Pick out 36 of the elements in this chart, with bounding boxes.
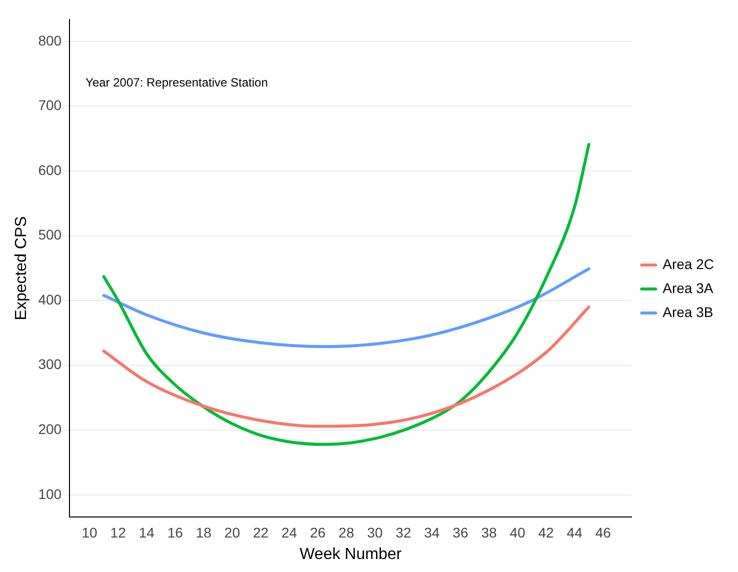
y-tick-label: 400 [38, 291, 62, 308]
x-tick-label: 22 [252, 524, 269, 540]
y-tick-label: 800 [38, 32, 62, 48]
x-tick-label: 14 [138, 524, 155, 540]
x-tick-label: 24 [281, 524, 298, 540]
legend-label: Area 3A [662, 280, 714, 296]
line-series [102, 306, 590, 428]
x-tick-label: 42 [538, 524, 554, 540]
legend-label: Area 2C [662, 256, 714, 272]
x-tick-label: 34 [424, 524, 440, 540]
annotation: Year 2007: Representative Station [86, 76, 268, 90]
x-tick-label: 46 [595, 524, 612, 540]
x-tick-label: 36 [452, 524, 468, 540]
y-tick-label: 500 [38, 226, 62, 243]
y-tick-label: 200 [38, 421, 62, 438]
y-tick-label: 100 [38, 486, 62, 502]
y-tick-label: 700 [38, 97, 62, 114]
y-tick-label: 600 [38, 162, 62, 178]
x-tick-label: 16 [167, 524, 184, 540]
x-tick-label: 32 [396, 524, 412, 540]
x-tick-label: 40 [510, 524, 526, 540]
x-tick-label: 20 [224, 524, 240, 540]
x-tick-label: 44 [566, 524, 583, 540]
x-tick-label: 12 [110, 524, 126, 540]
y-axis-title: Expected CPS [13, 216, 30, 320]
x-tick-label: 30 [367, 524, 383, 540]
x-tick-label: 26 [310, 524, 326, 540]
x-tick-label: 38 [481, 524, 497, 540]
legend-label: Area 3B [662, 304, 714, 320]
line-series [102, 142, 590, 446]
line-series [102, 267, 590, 348]
x-axis-title: Week Number [300, 546, 402, 563]
x-tick-label: 28 [338, 524, 354, 540]
x-tick-label: 10 [82, 524, 98, 540]
x-tick-label: 18 [196, 524, 212, 540]
y-tick-label: 300 [38, 356, 62, 372]
